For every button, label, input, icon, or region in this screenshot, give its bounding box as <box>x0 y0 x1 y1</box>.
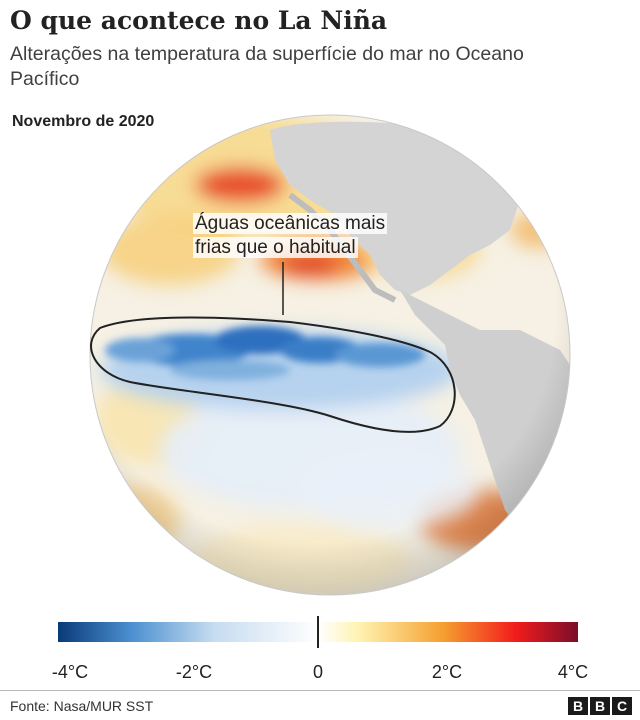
bbc-logo: B B C <box>568 697 632 715</box>
footer-divider <box>0 690 640 691</box>
annotation-line-2: frias que o habitual <box>193 237 358 258</box>
annotation-line-1: Águas oceânicas mais <box>193 213 388 234</box>
logo-letter-2: B <box>590 697 610 715</box>
date-label: Novembro de 2020 <box>12 113 155 130</box>
legend-tick-minus-2: -2°C <box>175 662 213 682</box>
legend-tick-zero: 0 <box>312 662 324 682</box>
legend-tick-4: 4°C <box>557 662 589 682</box>
legend-zero-marker <box>317 616 319 648</box>
chart-title: O que acontece no La Niña <box>10 6 388 35</box>
legend-tick-minus-4: -4°C <box>51 662 89 682</box>
logo-letter-1: B <box>568 697 588 715</box>
legend-tick-2: 2°C <box>431 662 463 682</box>
cold-water-annotation: Águas oceânicas mais frias que o habitua… <box>193 212 433 260</box>
chart-subtitle: Alterações na temperatura da superfície … <box>10 43 524 90</box>
logo-letter-3: C <box>612 697 632 715</box>
source-credit: Fonte: Nasa/MUR SST <box>10 698 154 714</box>
cold-region-outline <box>90 316 456 433</box>
